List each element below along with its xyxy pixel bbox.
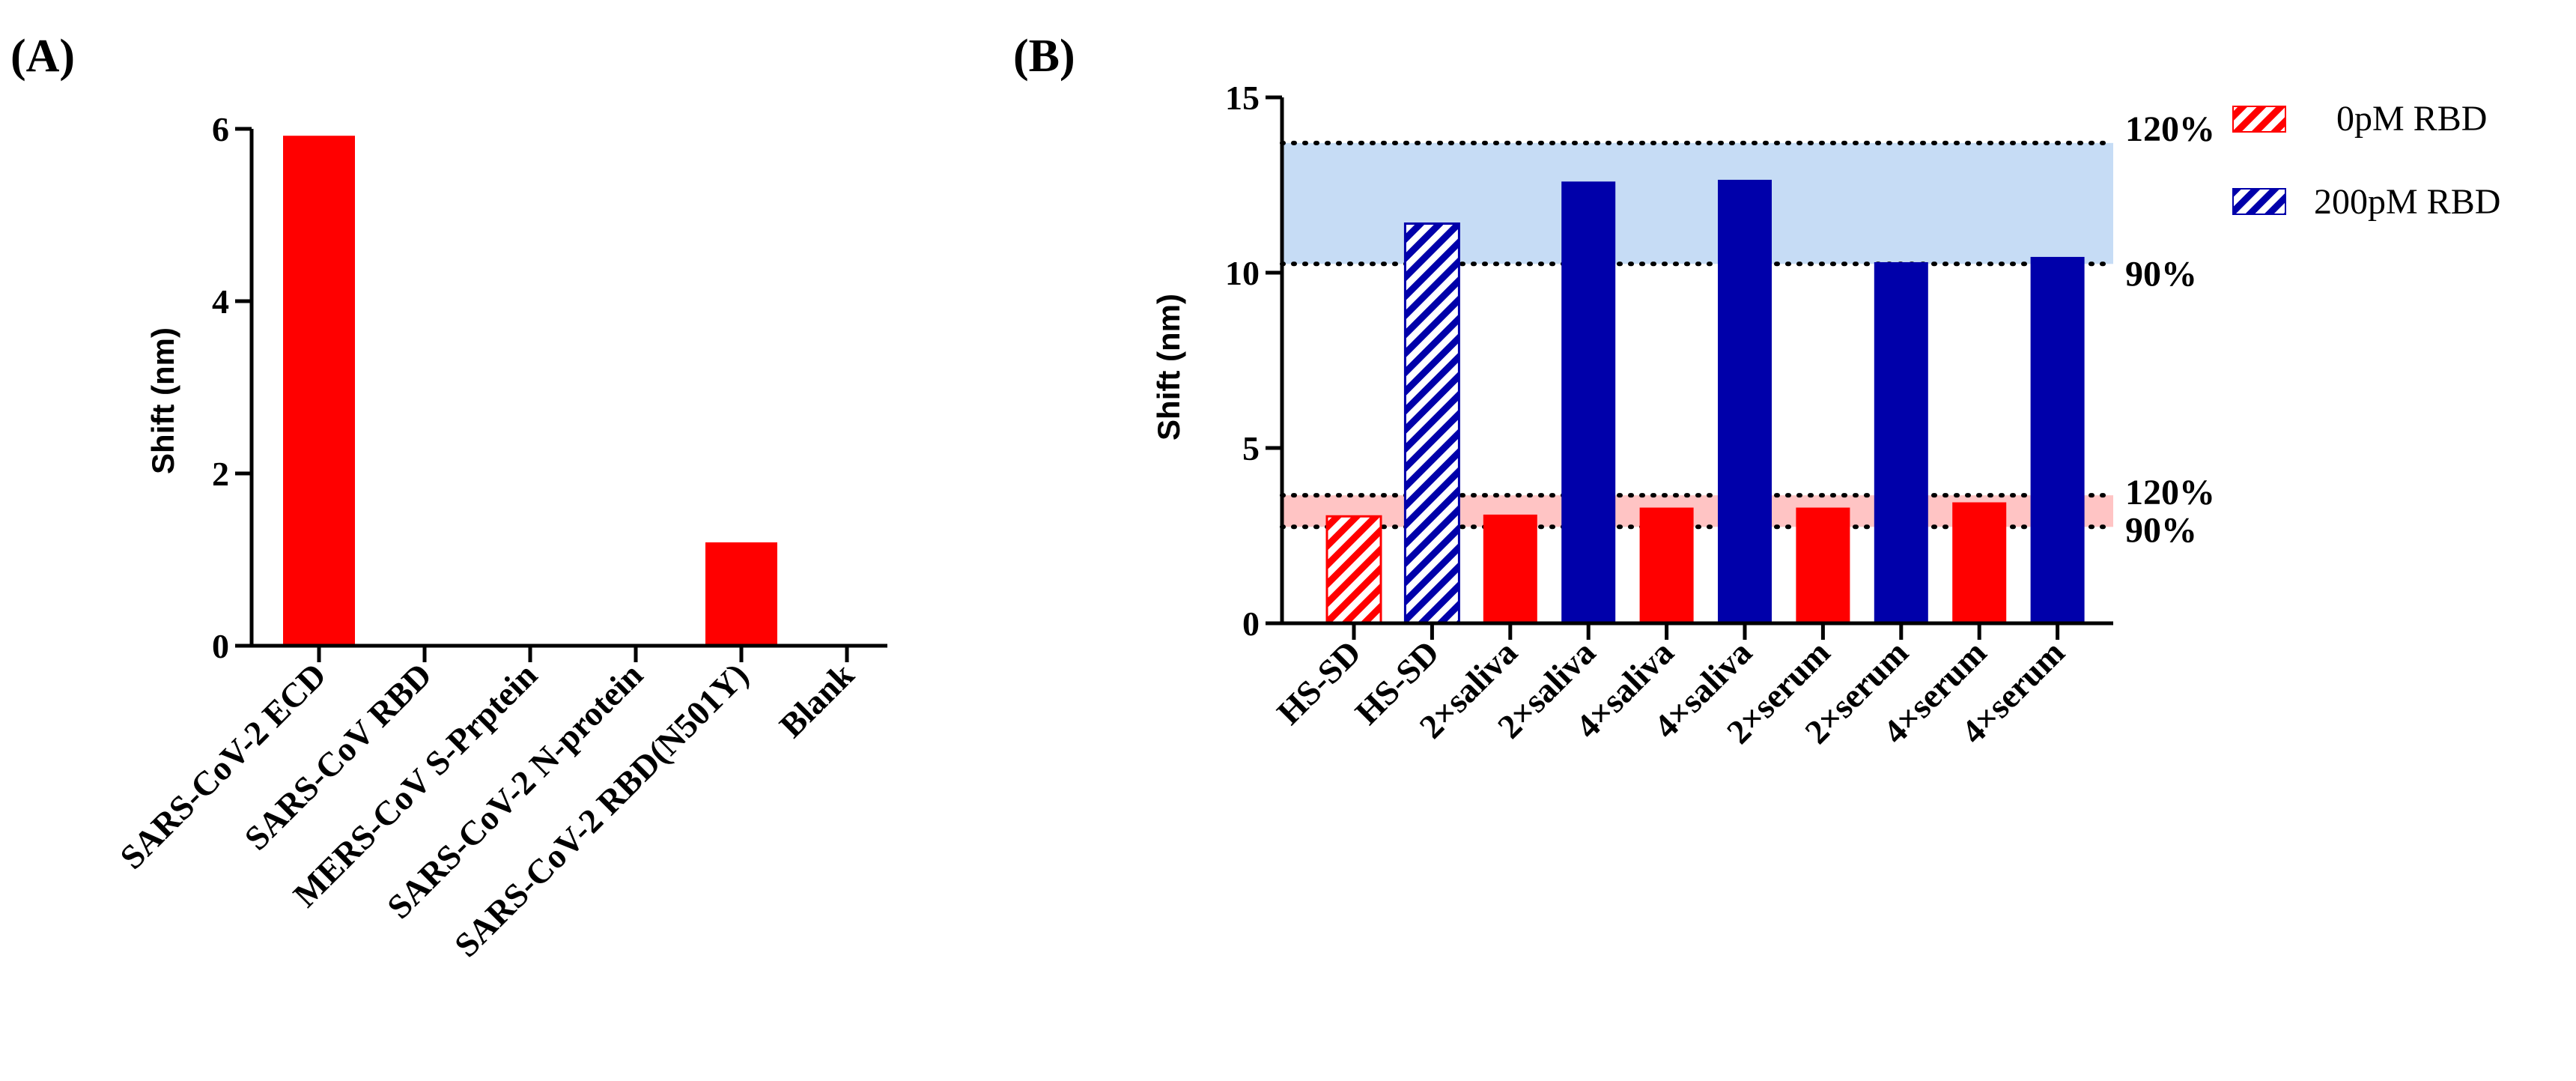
panel-b-y-tick-label: 5 (1242, 429, 1260, 467)
legend-swatch-200pm-rbd (2232, 188, 2286, 215)
panel-a-label: (A) (10, 31, 75, 82)
legend-label-200pm-rbd: 200pM RBD (2314, 182, 2500, 222)
panel-b-bar-5 (1718, 179, 1772, 624)
panel-a-y-tick-label: 0 (212, 627, 229, 665)
panel-b-label: (B) (1013, 31, 1075, 82)
panel-a-bar-0 (283, 136, 355, 646)
panel-a: (A) Shift (nm) 0 2 4 6 SARS-CoV-2 ECDSARS-C… (10, 31, 887, 964)
panel-b-y-tick-label: 10 (1225, 254, 1260, 292)
panel-a-y-tick-label: 2 (212, 455, 229, 493)
panel-a-y-tick-label: 4 (212, 282, 229, 321)
panel-b-y-tick-label: 0 (1242, 605, 1260, 643)
panel-b-bar-2 (1483, 514, 1537, 623)
legend: 0pM RBD 200pM RBD (2232, 99, 2500, 222)
panel-b-band-lower-label: 90% (2125, 254, 2197, 294)
panel-b-bar-9 (2030, 256, 2085, 623)
panel-a-category-label: Blank (772, 655, 862, 745)
panel-b-y-axis-title: Shift (nm) (1151, 294, 1186, 440)
panel-b-bar-6 (1796, 507, 1850, 623)
panel-b-bar-4 (1639, 507, 1694, 623)
panel-a-y-axis-title: Shift (nm) (145, 327, 180, 474)
panel-b-band-lower-label: 90% (2125, 510, 2197, 550)
panel-b-bar-7 (1874, 261, 1928, 623)
panel-b-category-label: HS-SD (1269, 633, 1368, 732)
legend-label-0pm-rbd: 0pM RBD (2336, 99, 2487, 139)
panel-a-category-label: SARS-CoV-2 ECD (112, 655, 333, 876)
panel-b-bar-3 (1561, 181, 1616, 623)
panel-b-bar-8 (1952, 502, 2007, 623)
panel-a-y-tick-label: 6 (212, 110, 229, 148)
panel-b-bar-0 (1325, 515, 1382, 625)
panel-a-category-label: SARS-CoV RBD (237, 655, 440, 858)
panel-b-bar-1 (1403, 222, 1460, 625)
panel-b-y-tick-label: 15 (1225, 79, 1260, 117)
panel-a-bar-4 (705, 542, 777, 646)
panel-b-band-upper-label: 120% (2125, 109, 2215, 149)
panel-b-band-upper-label: 120% (2125, 473, 2215, 512)
legend-swatch-0pm-rbd (2232, 106, 2286, 133)
